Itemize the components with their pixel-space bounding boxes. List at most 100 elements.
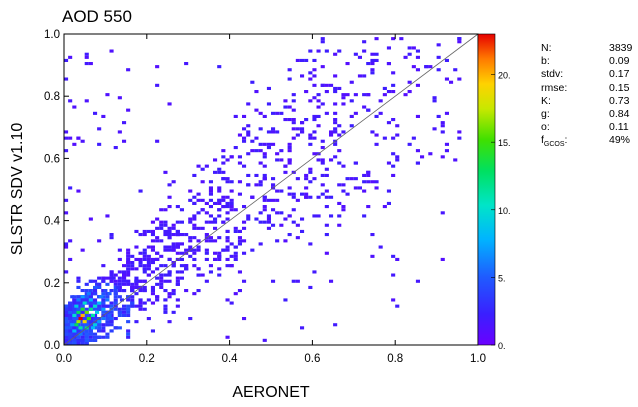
heatmap-cell bbox=[76, 326, 81, 330]
heatmap-cell bbox=[68, 301, 73, 305]
heatmap-cell bbox=[374, 133, 379, 137]
heatmap-cell bbox=[295, 223, 300, 227]
heatmap-cell bbox=[370, 130, 375, 134]
heatmap-cell bbox=[84, 317, 89, 321]
heatmap-cell bbox=[337, 214, 342, 218]
heatmap-cell bbox=[113, 307, 118, 311]
heatmap-cell bbox=[88, 326, 93, 330]
heatmap-cell bbox=[68, 257, 73, 261]
heatmap-cell bbox=[237, 229, 242, 233]
heatmap-cell bbox=[107, 313, 112, 317]
heatmap-cell bbox=[229, 242, 234, 246]
heatmap-cell bbox=[86, 317, 91, 321]
heatmap-cell bbox=[395, 257, 400, 261]
heatmap-cell bbox=[246, 183, 251, 187]
heatmap-cell bbox=[333, 52, 338, 56]
heatmap-cell bbox=[188, 217, 193, 221]
heatmap-cell bbox=[84, 320, 89, 324]
heatmap-cell bbox=[93, 111, 98, 115]
stat-row: rmse: 0.15 bbox=[541, 82, 631, 95]
heatmap-cell bbox=[126, 273, 131, 277]
heatmap-cell bbox=[221, 161, 226, 165]
heatmap-cell bbox=[308, 167, 313, 171]
heatmap-cell bbox=[250, 248, 255, 252]
heatmap-cell bbox=[370, 71, 375, 75]
heatmap-cell bbox=[254, 108, 259, 112]
heatmap-cell bbox=[428, 152, 433, 156]
heatmap-cell bbox=[117, 326, 122, 330]
heatmap-cell bbox=[320, 192, 325, 196]
heatmap-cell bbox=[312, 58, 317, 62]
heatmap-cell bbox=[341, 183, 346, 187]
stat-row: g: 0.84 bbox=[541, 108, 631, 121]
heatmap-cell bbox=[142, 289, 147, 293]
heatmap-cell bbox=[142, 257, 147, 261]
heatmap-cell bbox=[403, 93, 408, 97]
heatmap-cell bbox=[122, 276, 127, 280]
heatmap-cell bbox=[217, 65, 222, 69]
heatmap-cell bbox=[76, 313, 81, 317]
heatmap-cell bbox=[233, 257, 238, 261]
heatmap-cell bbox=[130, 261, 135, 265]
heatmap-cell bbox=[101, 317, 106, 321]
heatmap-cell bbox=[150, 257, 155, 261]
heatmap-cell bbox=[262, 164, 267, 168]
heatmap-cell bbox=[345, 177, 350, 181]
heatmap-cell bbox=[76, 317, 81, 321]
heatmap-cell bbox=[101, 298, 106, 302]
heatmap-cell bbox=[225, 236, 230, 240]
heatmap-cell bbox=[250, 195, 255, 199]
heatmap-cell bbox=[167, 236, 172, 240]
heatmap-cell bbox=[300, 74, 305, 78]
heatmap-cell bbox=[84, 301, 89, 305]
heatmap-cell bbox=[184, 233, 189, 237]
heatmap-cell bbox=[150, 239, 155, 243]
heatmap-cell bbox=[142, 264, 147, 268]
heatmap-cell bbox=[130, 254, 135, 258]
heatmap-cell bbox=[138, 298, 143, 302]
heatmap-cell bbox=[105, 332, 110, 336]
heatmap-cell bbox=[188, 220, 193, 224]
heatmap-cell bbox=[204, 251, 209, 255]
heatmap-cell bbox=[130, 289, 135, 293]
heatmap-cell bbox=[101, 276, 106, 280]
heatmap-cell bbox=[374, 114, 379, 118]
heatmap-cell bbox=[312, 177, 317, 181]
heatmap-cell bbox=[126, 279, 131, 283]
heatmap-cell bbox=[68, 304, 73, 308]
heatmap-cell bbox=[213, 217, 218, 221]
heatmap-cell bbox=[159, 239, 164, 243]
heatmap-cell bbox=[196, 248, 201, 252]
heatmap-cell bbox=[155, 298, 160, 302]
heatmap-cell bbox=[308, 99, 313, 103]
heatmap-cell bbox=[80, 317, 85, 321]
heatmap-cell bbox=[428, 65, 433, 69]
heatmap-cell bbox=[74, 304, 79, 308]
heatmap-cell bbox=[258, 180, 263, 184]
heatmap-cell bbox=[88, 332, 93, 336]
heatmap-cell bbox=[68, 332, 73, 336]
heatmap-cell bbox=[283, 118, 288, 122]
heatmap-cell bbox=[391, 254, 396, 258]
heatmap-cell bbox=[97, 301, 102, 305]
heatmap-cell bbox=[179, 251, 184, 255]
heatmap-cell bbox=[72, 313, 77, 317]
heatmap-cell bbox=[225, 217, 230, 221]
heatmap-cell bbox=[283, 298, 288, 302]
heatmap-cell bbox=[126, 282, 131, 286]
heatmap-cell bbox=[291, 108, 296, 112]
statistics-panel: N: 3839 b: 0.09 stdv: 0.17 rmse: 0.15 K:… bbox=[541, 42, 632, 148]
heatmap-cell bbox=[184, 248, 189, 252]
heatmap-cell bbox=[242, 127, 247, 131]
heatmap-cell bbox=[101, 264, 106, 268]
heatmap-cell bbox=[138, 189, 143, 193]
heatmap-cell bbox=[105, 292, 110, 296]
heatmap-cell bbox=[167, 229, 172, 233]
heatmap-cell bbox=[109, 304, 114, 308]
heatmap-cell bbox=[324, 233, 329, 237]
heatmap-cell bbox=[275, 111, 280, 115]
heatmap-cell bbox=[233, 251, 238, 255]
heatmap-cell bbox=[95, 282, 100, 286]
heatmap-cell bbox=[457, 40, 462, 44]
heatmap-cell bbox=[300, 192, 305, 196]
